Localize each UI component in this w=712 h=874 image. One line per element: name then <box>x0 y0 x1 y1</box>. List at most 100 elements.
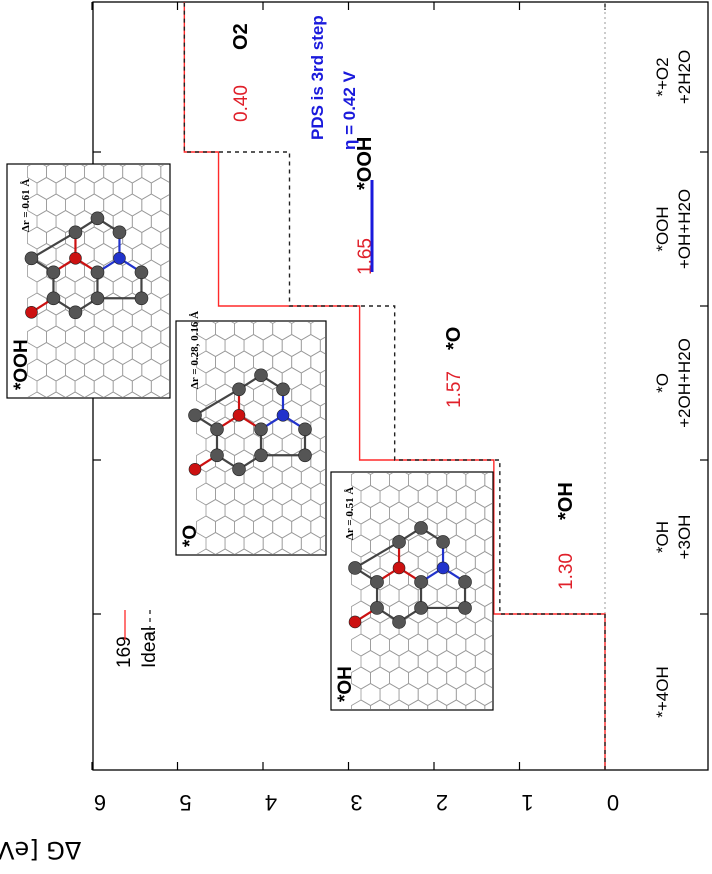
atom-nitrogen <box>436 561 450 575</box>
y-tick-label: 0 <box>607 790 619 815</box>
lattice-hex <box>151 409 170 431</box>
x-tick-label: *OH <box>653 521 672 553</box>
lattice-hex <box>160 293 169 315</box>
lattice-hex <box>484 535 492 557</box>
lattice-hex <box>513 486 532 508</box>
y-tick-label: 5 <box>179 790 191 815</box>
lattice-hex <box>263 566 282 588</box>
lattice-hex <box>484 473 492 491</box>
lattice-hex <box>523 601 542 623</box>
lattice-hex <box>484 601 492 623</box>
lattice-hex <box>533 585 552 607</box>
y-tick-label: 6 <box>94 790 106 815</box>
lattice-hex <box>199 260 218 282</box>
lattice-hex <box>504 634 523 656</box>
lattice-hex <box>189 178 208 200</box>
lattice-hex <box>180 194 199 216</box>
lattice-hex <box>484 502 492 524</box>
atom-carbon <box>232 462 246 477</box>
y-tick-label: 1 <box>521 790 533 815</box>
atom-carbon <box>210 448 224 463</box>
lattice-hex <box>494 585 513 607</box>
y-tick-label: 3 <box>350 790 362 815</box>
atom-carbon <box>276 382 290 397</box>
lattice-hex <box>494 552 513 574</box>
lattice-hex <box>358 335 377 357</box>
bond <box>194 388 240 417</box>
atom-carbon <box>210 422 224 437</box>
lattice-hex <box>94 409 113 431</box>
lattice-hex <box>484 700 492 709</box>
lattice-hex <box>170 178 189 200</box>
atom-carbon <box>298 448 312 463</box>
lattice-hex <box>494 717 513 739</box>
lattice-hex <box>160 194 169 216</box>
lattice-hex <box>504 568 523 590</box>
legend: 169 Ideal <box>114 610 160 668</box>
atom-carbon <box>188 408 202 423</box>
inset-title: *O <box>180 525 201 547</box>
nanotube-lattice <box>351 469 552 739</box>
lattice-hex <box>504 469 523 491</box>
lattice-hex <box>160 227 169 249</box>
atom-carbon <box>392 615 406 629</box>
lattice-hex <box>513 651 532 673</box>
lattice-hex <box>504 667 523 689</box>
lattice-hex <box>358 401 377 423</box>
lattice-hex <box>533 552 552 574</box>
lattice-hex <box>330 351 349 373</box>
atom-carbon <box>370 601 384 615</box>
x-tick-label: *O <box>653 373 672 393</box>
lattice-hex <box>368 417 387 439</box>
inset-delta-r: Δr = 0.51 Å <box>344 487 356 540</box>
lattice-hex <box>504 700 523 722</box>
lattice-hex <box>170 277 189 299</box>
lattice-hex <box>75 409 94 431</box>
series-layer <box>183 2 606 770</box>
lattice-hex <box>160 359 169 381</box>
lattice-hex <box>533 519 552 541</box>
atom-carbon <box>348 561 362 575</box>
species-label: *OH <box>555 482 577 520</box>
lattice-hex <box>319 435 325 454</box>
lattice-hex <box>189 244 208 266</box>
atom-carbon <box>370 575 384 589</box>
lattice-hex <box>368 318 387 340</box>
lattice-hex <box>339 335 358 357</box>
atom-carbon <box>134 265 149 280</box>
lattice-hex <box>523 568 542 590</box>
lattice-hex <box>504 601 523 623</box>
lattice-hex <box>437 717 456 739</box>
lattice-hex <box>282 566 301 588</box>
lattice-hex <box>170 211 189 233</box>
lattice-hex <box>319 336 325 355</box>
lattice-hex <box>330 318 349 340</box>
species-label: *O <box>443 327 465 350</box>
lattice-hex <box>368 450 387 472</box>
atom-oxygen <box>25 305 38 319</box>
atom-oxygen <box>188 462 202 476</box>
atom-nitrogen <box>113 251 126 265</box>
structure-inset-3: *OOH Δr = 0.61 Å <box>6 163 218 431</box>
lattice-hex <box>378 434 397 456</box>
atom-oxygen <box>69 251 82 265</box>
lattice-hex <box>199 194 218 216</box>
x-tick-label: +3OH <box>675 515 694 560</box>
atom-carbon <box>458 575 472 589</box>
lattice-hex <box>494 684 513 706</box>
atom-carbon <box>414 575 428 589</box>
lattice-hex <box>180 260 199 282</box>
lattice-hex <box>504 535 523 557</box>
lattice-hex <box>484 667 492 689</box>
lattice-hex <box>378 368 397 390</box>
legend-label-ideal: Ideal <box>139 627 160 668</box>
lattice-hex <box>523 700 542 722</box>
lattice-hex <box>533 651 552 673</box>
atom-carbon <box>414 601 428 615</box>
atom-carbon <box>90 265 105 280</box>
atom-carbon <box>90 291 105 306</box>
lattice-hex <box>225 566 244 588</box>
lattice-hex <box>37 409 56 431</box>
lattice-hex <box>319 468 325 487</box>
